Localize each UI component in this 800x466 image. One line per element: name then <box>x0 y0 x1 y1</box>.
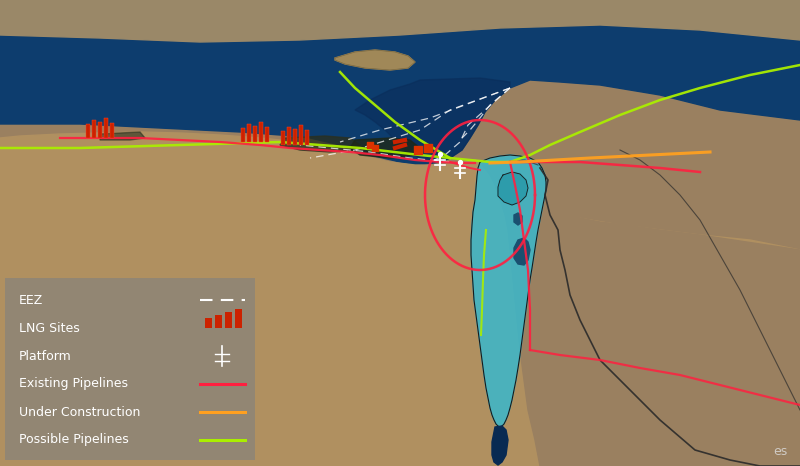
Bar <box>86 124 90 138</box>
Text: Existing Pipelines: Existing Pipelines <box>19 377 128 391</box>
Bar <box>215 315 222 328</box>
Bar <box>92 120 96 138</box>
Bar <box>265 127 269 142</box>
Polygon shape <box>492 426 508 465</box>
Polygon shape <box>100 132 145 140</box>
Point <box>363 141 377 149</box>
Bar <box>293 129 297 145</box>
Point <box>434 150 446 158</box>
Polygon shape <box>280 136 360 152</box>
Point <box>422 144 434 152</box>
Polygon shape <box>0 0 800 165</box>
Text: es: es <box>774 445 788 458</box>
Text: EEZ: EEZ <box>19 294 43 307</box>
Polygon shape <box>482 165 800 466</box>
Polygon shape <box>335 50 415 70</box>
Polygon shape <box>498 172 528 205</box>
Point <box>369 144 382 152</box>
Bar <box>110 123 114 138</box>
Point <box>454 158 466 166</box>
Bar <box>241 128 245 142</box>
Bar <box>247 124 251 142</box>
Bar <box>253 126 257 142</box>
Text: Under Construction: Under Construction <box>19 405 140 418</box>
Text: LNG Sites: LNG Sites <box>19 322 80 335</box>
Bar <box>98 122 102 138</box>
Polygon shape <box>514 238 530 265</box>
Bar <box>287 127 291 145</box>
Bar <box>235 309 242 328</box>
Polygon shape <box>471 155 546 427</box>
Bar <box>305 130 309 145</box>
Bar <box>259 122 263 142</box>
Bar <box>281 131 285 145</box>
Polygon shape <box>355 78 510 162</box>
Bar <box>205 318 212 328</box>
Polygon shape <box>514 213 522 225</box>
Bar <box>299 125 303 145</box>
Polygon shape <box>0 0 800 42</box>
Text: Platform: Platform <box>19 350 72 363</box>
Polygon shape <box>0 132 800 466</box>
Bar <box>225 312 232 328</box>
Bar <box>104 118 108 138</box>
Point <box>411 146 424 154</box>
Polygon shape <box>350 138 420 158</box>
FancyBboxPatch shape <box>5 278 255 460</box>
Text: Possible Pipelines: Possible Pipelines <box>19 433 129 446</box>
